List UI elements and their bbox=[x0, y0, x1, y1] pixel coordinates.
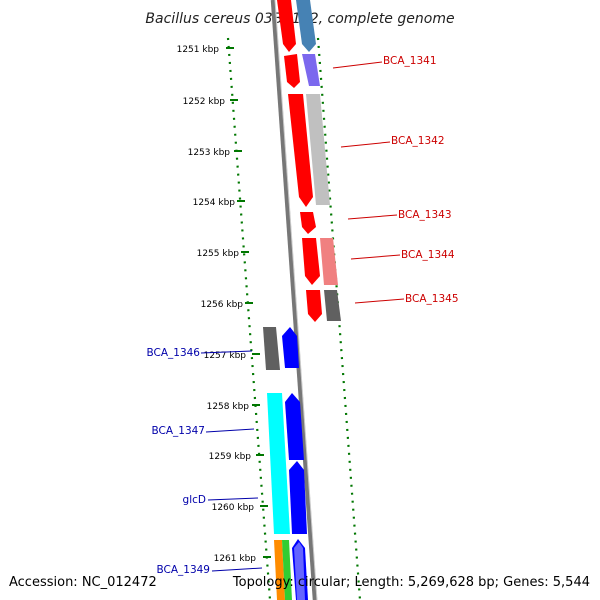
gene-labels: BCA_1341 BCA_1342 BCA_1343 BCA_1344 BCA_… bbox=[146, 55, 458, 576]
tick-label: 1260 kbp bbox=[212, 503, 255, 513]
gene-feature bbox=[285, 393, 304, 460]
gene-feature bbox=[282, 540, 292, 600]
reverse-strand-genes bbox=[263, 327, 308, 600]
tick-label: 1256 kbp bbox=[201, 300, 244, 310]
tick-label: 1257 kbp bbox=[204, 351, 247, 361]
gene-label-text: BCA_1345 bbox=[405, 293, 459, 305]
gene-feature bbox=[289, 461, 307, 534]
gene-feature bbox=[306, 94, 330, 205]
tick-1252: 1252 kbp bbox=[183, 97, 238, 107]
gene-label-text: BCA_1347 bbox=[151, 425, 205, 437]
tick-1251: 1251 kbp bbox=[177, 45, 234, 55]
gene-label-text: glcD bbox=[183, 494, 206, 506]
topology-text: Topology: circular; Length: 5,269,628 bp… bbox=[232, 575, 590, 590]
inner-tick-ring bbox=[226, 37, 272, 600]
tick-1257: 1257 kbp bbox=[204, 351, 260, 361]
gene-feature bbox=[320, 238, 338, 285]
tick-1254: 1254 kbp bbox=[193, 198, 245, 208]
tick-label: 1255 kbp bbox=[197, 249, 240, 259]
tick-1260: 1260 kbp bbox=[212, 503, 268, 513]
gene-label-bca-1346[interactable]: BCA_1346 bbox=[146, 347, 253, 359]
tick-marks: 1251 kbp 1252 kbp 1253 kbp 1254 kbp 1255… bbox=[177, 45, 271, 564]
gene-feature bbox=[274, 540, 285, 600]
gene-feature bbox=[296, 0, 316, 52]
tick-label: 1254 kbp bbox=[193, 198, 236, 208]
tick-label: 1253 kbp bbox=[188, 148, 231, 158]
gene-label-text: BCA_1341 bbox=[383, 55, 437, 67]
tick-label: 1258 kbp bbox=[207, 402, 250, 412]
tick-1256: 1256 kbp bbox=[201, 300, 253, 310]
tick-label: 1251 kbp bbox=[177, 45, 220, 55]
tick-label: 1261 kbp bbox=[214, 554, 257, 564]
gene-feature bbox=[267, 393, 290, 534]
gene-label-text: BCA_1344 bbox=[401, 249, 455, 261]
gene-label-text: BCA_1349 bbox=[156, 564, 210, 576]
gene-label-glcd[interactable]: glcD bbox=[183, 494, 259, 506]
tick-1255: 1255 kbp bbox=[197, 249, 249, 259]
gene-feature bbox=[284, 54, 300, 88]
tick-1259: 1259 kbp bbox=[209, 452, 264, 462]
gene-feature bbox=[324, 290, 341, 321]
tick-label: 1252 kbp bbox=[183, 97, 226, 107]
gene-label-bca-1345[interactable]: BCA_1345 bbox=[354, 293, 459, 305]
accession-text: Accession: NC_012472 bbox=[9, 575, 157, 590]
gene-feature bbox=[288, 94, 313, 207]
gene-label-bca-1349[interactable]: BCA_1349 bbox=[156, 564, 263, 576]
gene-feature bbox=[282, 327, 299, 368]
tick-1261: 1261 kbp bbox=[214, 554, 271, 564]
backbone bbox=[270, 0, 318, 600]
gene-feature bbox=[277, 0, 296, 52]
gene-label-bca-1341[interactable]: BCA_1341 bbox=[332, 55, 437, 69]
tick-1253: 1253 kbp bbox=[188, 148, 242, 158]
gene-label-text: BCA_1343 bbox=[398, 209, 452, 221]
tick-1258: 1258 kbp bbox=[207, 402, 260, 412]
gene-feature bbox=[294, 542, 305, 600]
gene-feature bbox=[306, 290, 322, 322]
forward-strand-genes bbox=[277, 0, 341, 322]
gene-label-bca-1342[interactable]: BCA_1342 bbox=[340, 135, 445, 148]
gene-feature bbox=[263, 327, 280, 370]
tick-label: 1259 kbp bbox=[209, 452, 252, 462]
gene-feature bbox=[302, 54, 320, 86]
gene-label-text: BCA_1342 bbox=[391, 135, 445, 147]
gene-label-bca-1344[interactable]: BCA_1344 bbox=[350, 249, 455, 261]
gene-label-bca-1347[interactable]: BCA_1347 bbox=[151, 425, 255, 437]
gene-feature bbox=[302, 238, 320, 285]
gene-label-text: BCA_1346 bbox=[146, 347, 200, 359]
gene-label-bca-1343[interactable]: BCA_1343 bbox=[347, 209, 452, 221]
gene-feature bbox=[300, 212, 316, 234]
